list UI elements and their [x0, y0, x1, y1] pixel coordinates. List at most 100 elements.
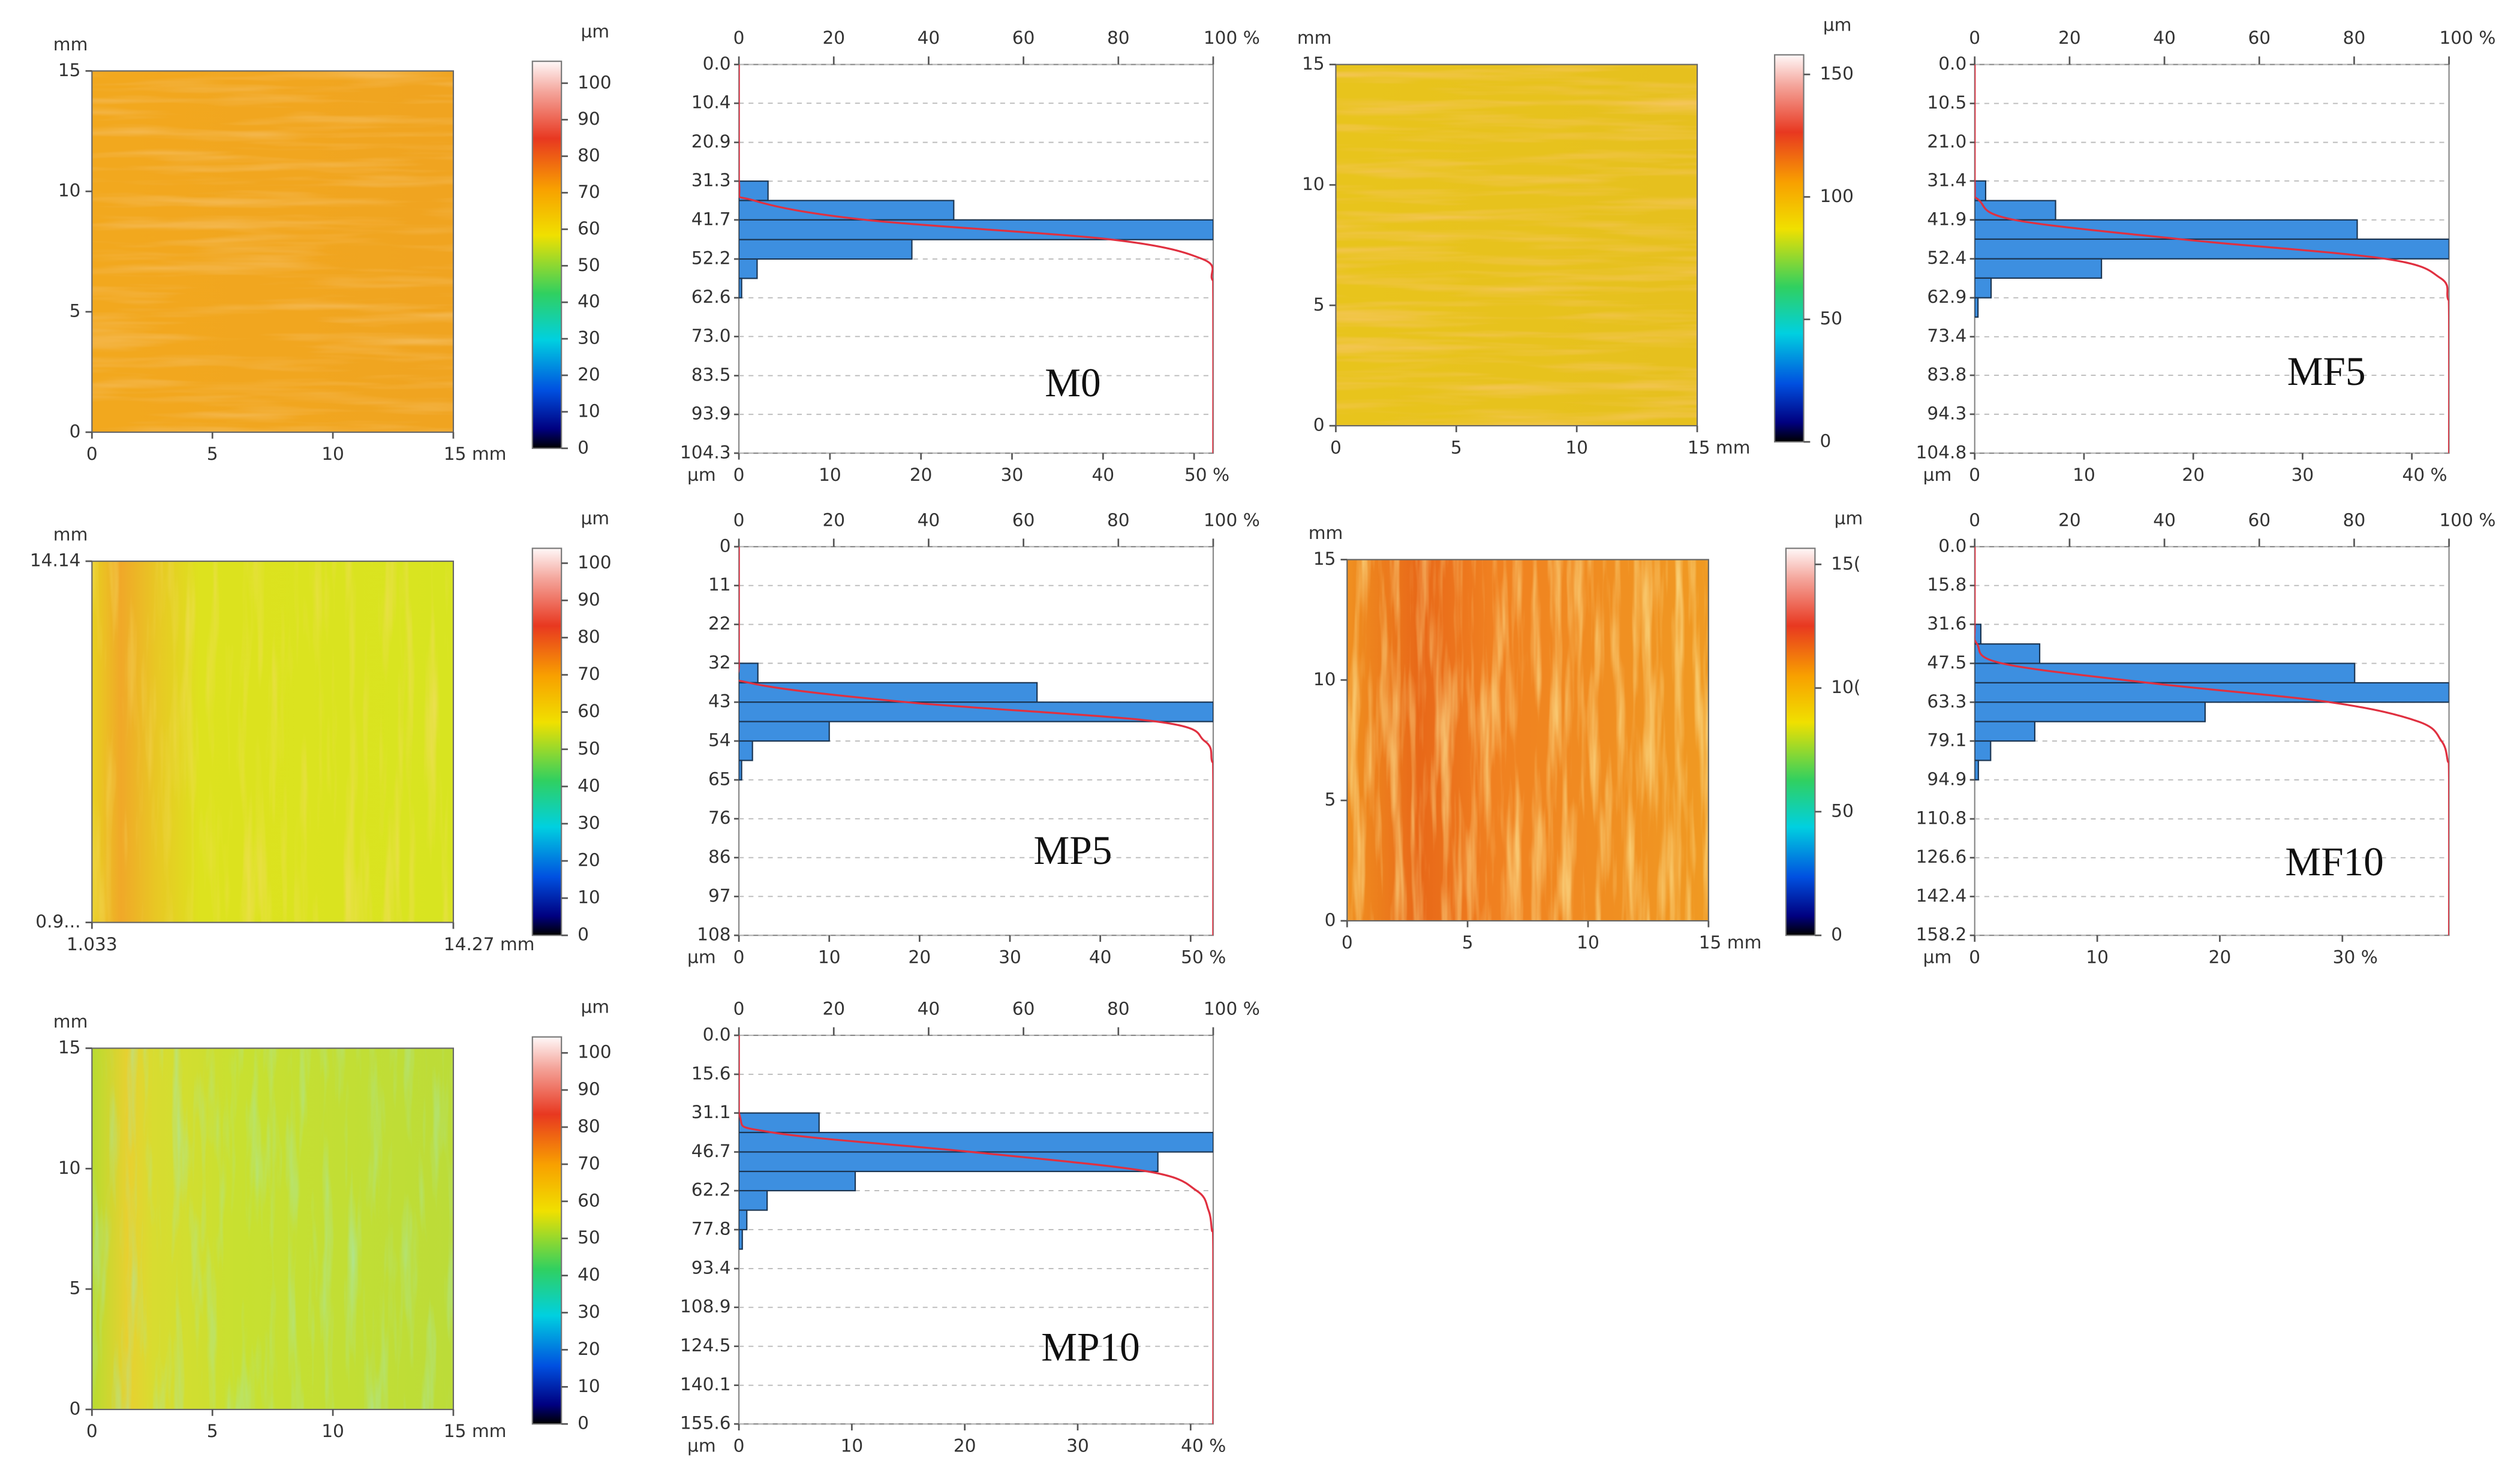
colorbar-tick-label: 30 — [578, 812, 600, 833]
map-y-tick-label: 0.9... — [35, 911, 80, 932]
y-tick-label: 86 — [708, 847, 731, 867]
y-tick-label: 124.5 — [680, 1335, 731, 1355]
x2-tick-label: 60 — [1012, 28, 1035, 48]
bars — [739, 662, 1213, 781]
y-tick-label: 15.6 — [691, 1063, 731, 1083]
colorbar-unit: µm — [1823, 15, 1852, 35]
y-tick-label: 0.0 — [1938, 535, 1966, 556]
colorbar-unit: µm — [581, 997, 609, 1017]
map-frame — [91, 561, 455, 923]
y-tick-label: 76 — [708, 808, 731, 828]
x2-tick-label: 60 — [1012, 998, 1035, 1019]
x2-tick-label: 80 — [2343, 28, 2366, 48]
colorbar-tick-label: 40 — [578, 291, 600, 312]
colorbar-tick-label: 70 — [578, 182, 600, 202]
bar — [739, 760, 742, 781]
map-y-tick-label: 10 — [58, 180, 81, 201]
bar — [1974, 682, 2449, 703]
map-x-tick-label: 5 — [207, 1421, 218, 1441]
y-tick-label: 73.0 — [691, 326, 731, 346]
x-tick-label: 10 — [2073, 465, 2095, 485]
y-tick-label: 93.9 — [691, 403, 731, 424]
x2-tick-label: 80 — [1107, 998, 1130, 1019]
map-y-tick-label: 5 — [70, 301, 81, 321]
map-frame — [91, 1047, 455, 1411]
colorbar-tick-label: 0 — [1831, 924, 1842, 945]
bars — [1974, 623, 2449, 781]
colorbar-unit: µm — [1835, 508, 1863, 529]
colorbar-tick-label: 90 — [578, 1079, 600, 1100]
x2-tick-label: 0 — [733, 998, 745, 1019]
map-y-tick-label: 10 — [1302, 174, 1325, 194]
colorbar-tick-label: 90 — [578, 589, 600, 610]
y-tick-label: 63.3 — [1927, 691, 1966, 712]
colorbar — [531, 547, 563, 936]
x-tick-label: 30 — [2292, 465, 2314, 485]
map-x-tick-label: 5 — [1451, 437, 1462, 457]
x-tick-label: 30 % — [2333, 947, 2378, 967]
colorbar-tick-label: 0 — [578, 924, 589, 945]
bar — [739, 740, 753, 761]
x2-tick-label: 80 — [2343, 510, 2366, 530]
colorbar-tick-label: 70 — [578, 664, 600, 684]
colorbar-tick-label: 60 — [578, 1190, 600, 1210]
bar — [739, 1170, 856, 1192]
abbott-curve — [1974, 64, 2449, 453]
map-axis-unit: mm — [53, 525, 88, 545]
bar — [1974, 721, 2035, 742]
surface-texture — [1347, 559, 1709, 921]
y-tick-label: 21.0 — [1927, 131, 1966, 152]
x-tick-label: 10 — [841, 1435, 864, 1456]
x2-tick-label: 20 — [822, 998, 845, 1019]
map-y-tick-label: 10 — [1313, 669, 1336, 689]
y-tick-label: 52.2 — [691, 248, 731, 269]
map-y-tick-label: 0 — [70, 421, 81, 441]
y-tick-label: 83.8 — [1927, 364, 1966, 384]
bar — [1974, 662, 2356, 683]
x2-tick-label: 0 — [1969, 510, 1980, 530]
y-tick-label: 83.5 — [691, 365, 731, 385]
bar — [1974, 643, 2041, 664]
map-y-tick-label: 0 — [1313, 415, 1325, 435]
y-tick-label: 94.9 — [1927, 769, 1966, 789]
x2-tick-label: 100 % — [1204, 28, 1260, 48]
x2-tick-label: 100 % — [2439, 510, 2495, 530]
x-tick-label: 20 — [2209, 947, 2232, 967]
sample-label: MF5 — [2287, 349, 2366, 394]
map-y-tick-label: 10 — [58, 1158, 81, 1178]
x-tick-label: 20 — [2182, 465, 2205, 485]
map-x-tick-label: 5 — [1462, 932, 1473, 953]
x2-tick-label: 40 — [918, 28, 940, 48]
map-x-tick-label: 1.033 — [67, 934, 118, 954]
map-x-tick-label: 0 — [86, 1421, 98, 1441]
bar — [739, 278, 742, 299]
x2-tick-label: 100 % — [1204, 510, 1260, 530]
sample-label: MP5 — [1034, 828, 1112, 873]
colorbar — [531, 61, 563, 449]
y-tick-label: 155.6 — [680, 1413, 731, 1433]
panel: mm 0 5 10 15 mm 0 5 10 15 µm 0 10 20 30 40 50 60 70 80 90 10… — [53, 21, 1260, 485]
bar — [739, 1190, 768, 1211]
x-tick-label: 20 — [954, 1435, 976, 1456]
y-tick-label: 0.0 — [703, 53, 731, 74]
map-x-tick-label: 15 mm — [1688, 437, 1751, 457]
y-tick-label: 62.6 — [691, 287, 731, 307]
sample-label: M0 — [1045, 360, 1100, 405]
colorbar-tick-label: 40 — [578, 1264, 600, 1285]
colorbar-tick-label: 0 — [1820, 431, 1831, 451]
y-axis-unit: µm — [687, 947, 716, 967]
map-frame — [91, 70, 455, 433]
y-tick-label: 10.4 — [691, 92, 731, 113]
colorbar-tick-label: 30 — [578, 1302, 600, 1322]
bar — [739, 721, 830, 742]
y-tick-label: 47.5 — [1927, 652, 1966, 673]
y-tick-label: 41.7 — [691, 209, 731, 229]
y-tick-label: 94.3 — [1927, 403, 1966, 423]
map-axis-unit: mm — [1297, 28, 1332, 48]
x-tick-label: 0 — [1969, 947, 1980, 967]
x2-tick-label: 80 — [1107, 28, 1130, 48]
bar — [1974, 238, 2449, 260]
map-y-tick-label: 14.14 — [30, 550, 81, 571]
sample-label: MF10 — [2285, 839, 2383, 884]
